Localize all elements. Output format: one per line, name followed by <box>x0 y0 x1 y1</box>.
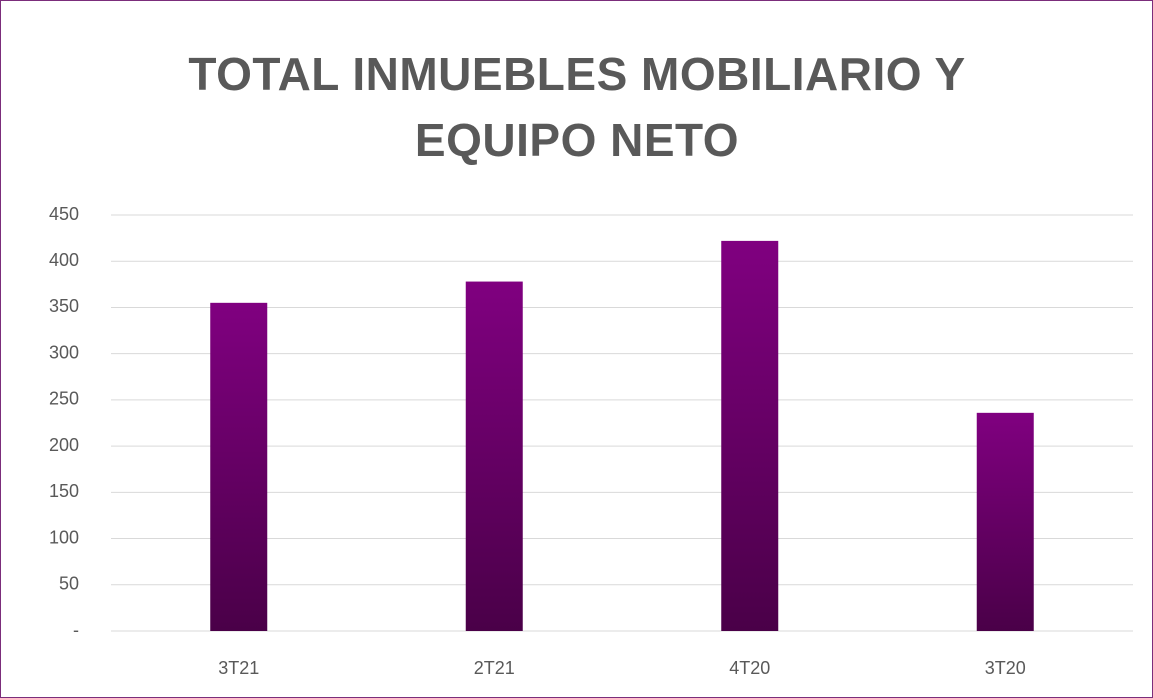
y-tick-label: 300 <box>49 342 79 362</box>
y-tick-label: 400 <box>49 250 79 270</box>
chart-title: TOTAL INMUEBLES MOBILIARIO Y EQUIPO NETO <box>188 48 966 166</box>
bar <box>465 281 523 631</box>
y-tick-label: 200 <box>49 435 79 455</box>
y-tick-label: 450 <box>49 204 79 224</box>
y-tick-label: 250 <box>49 389 79 409</box>
bar <box>721 240 779 631</box>
x-tick-label: 4T20 <box>729 658 770 678</box>
y-tick-label: 50 <box>59 574 79 594</box>
x-tick-label: 2T21 <box>474 658 515 678</box>
bar <box>976 412 1034 631</box>
y-tick-label: 150 <box>49 481 79 501</box>
x-tick-label: 3T21 <box>218 658 259 678</box>
y-tick-label: 350 <box>49 296 79 316</box>
y-tick-label: - <box>73 620 79 640</box>
bar <box>210 302 268 631</box>
x-tick-label: 3T20 <box>985 658 1026 678</box>
y-tick-label: 100 <box>49 527 79 547</box>
